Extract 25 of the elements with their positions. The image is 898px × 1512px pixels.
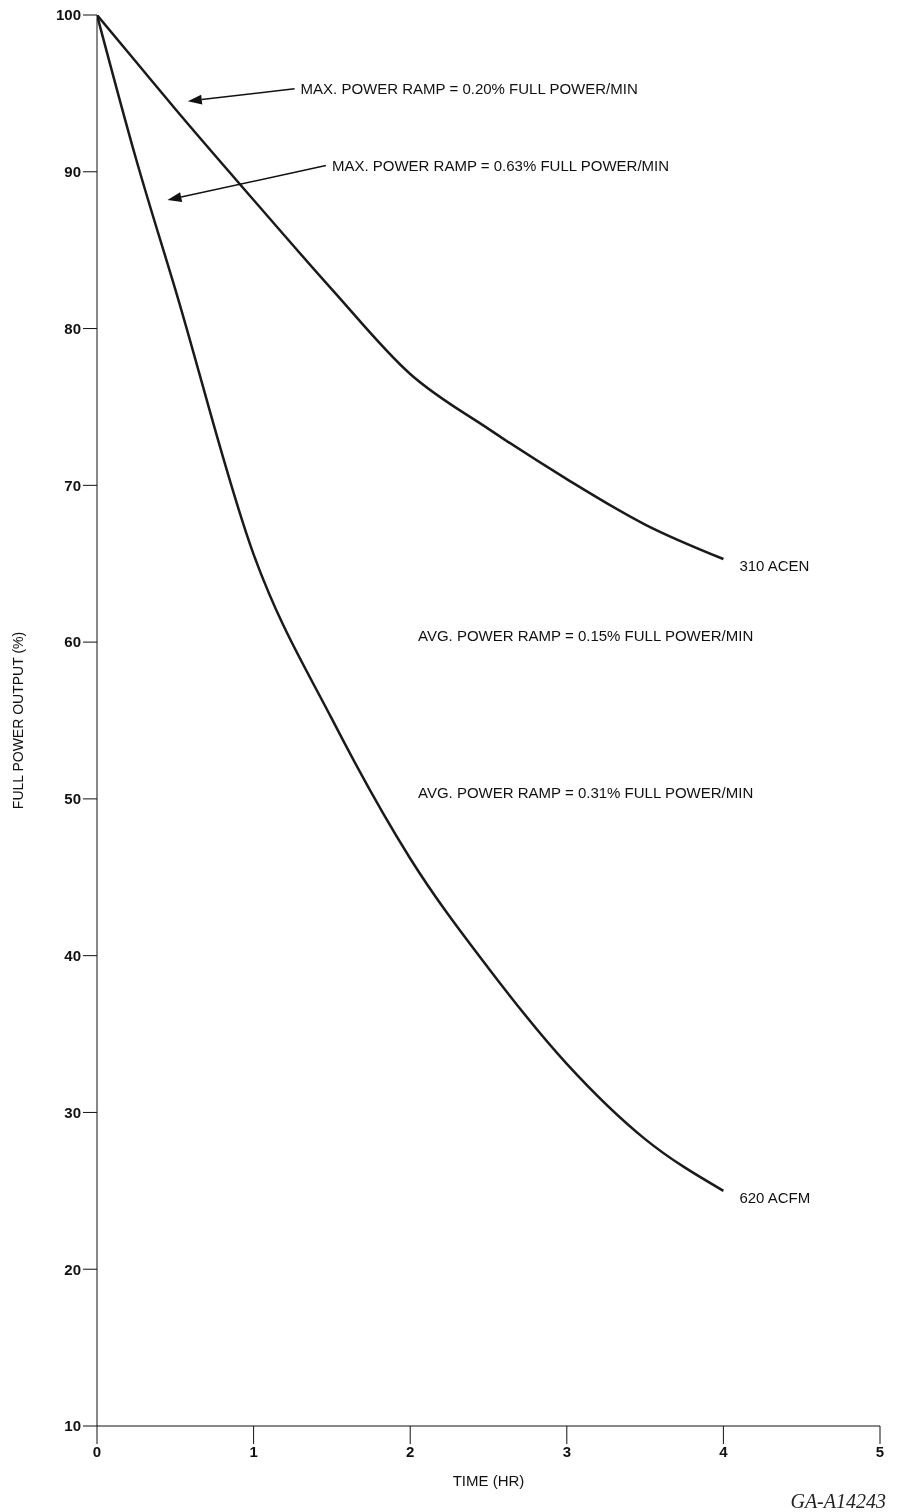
y-tick-label: 60 [64, 633, 81, 651]
x-tick-label: 4 [719, 1442, 729, 1460]
y-tick-label: 50 [64, 790, 81, 808]
y-tick-label: 30 [64, 1103, 81, 1121]
y-tick-label: 20 [64, 1260, 81, 1278]
x-axis-title: TIME (HR) [452, 1472, 525, 1489]
y-tick-label: 10 [64, 1417, 81, 1435]
series-label: 310 ACEN [739, 557, 810, 575]
x-tick-label: 0 [92, 1442, 102, 1460]
y-axis-title: FULL POWER OUTPUT (%) [9, 631, 26, 810]
y-tick-label: 80 [64, 319, 81, 337]
x-tick-label: 5 [875, 1442, 885, 1460]
annotation: MAX. POWER RAMP = 0.20% FULL POWER/MIN [300, 79, 638, 97]
annotation: AVG. POWER RAMP = 0.15% FULL POWER/MIN [418, 626, 754, 644]
annotation: AVG. POWER RAMP = 0.31% FULL POWER/MIN [418, 783, 754, 801]
y-tick-label: 40 [64, 946, 81, 964]
x-tick-label: 1 [249, 1442, 258, 1460]
text: GA-A14243 [790, 1490, 886, 1512]
y-tick-label: 100 [55, 6, 81, 24]
x-tick-label: 3 [562, 1442, 571, 1460]
x-tick-label: 2 [406, 1442, 415, 1460]
annotation: MAX. POWER RAMP = 0.63% FULL POWER/MIN [331, 156, 670, 174]
y-tick-label: 70 [64, 476, 81, 494]
y-tick-label: 90 [64, 163, 81, 181]
series-label: 620 ACFM [739, 1188, 811, 1206]
